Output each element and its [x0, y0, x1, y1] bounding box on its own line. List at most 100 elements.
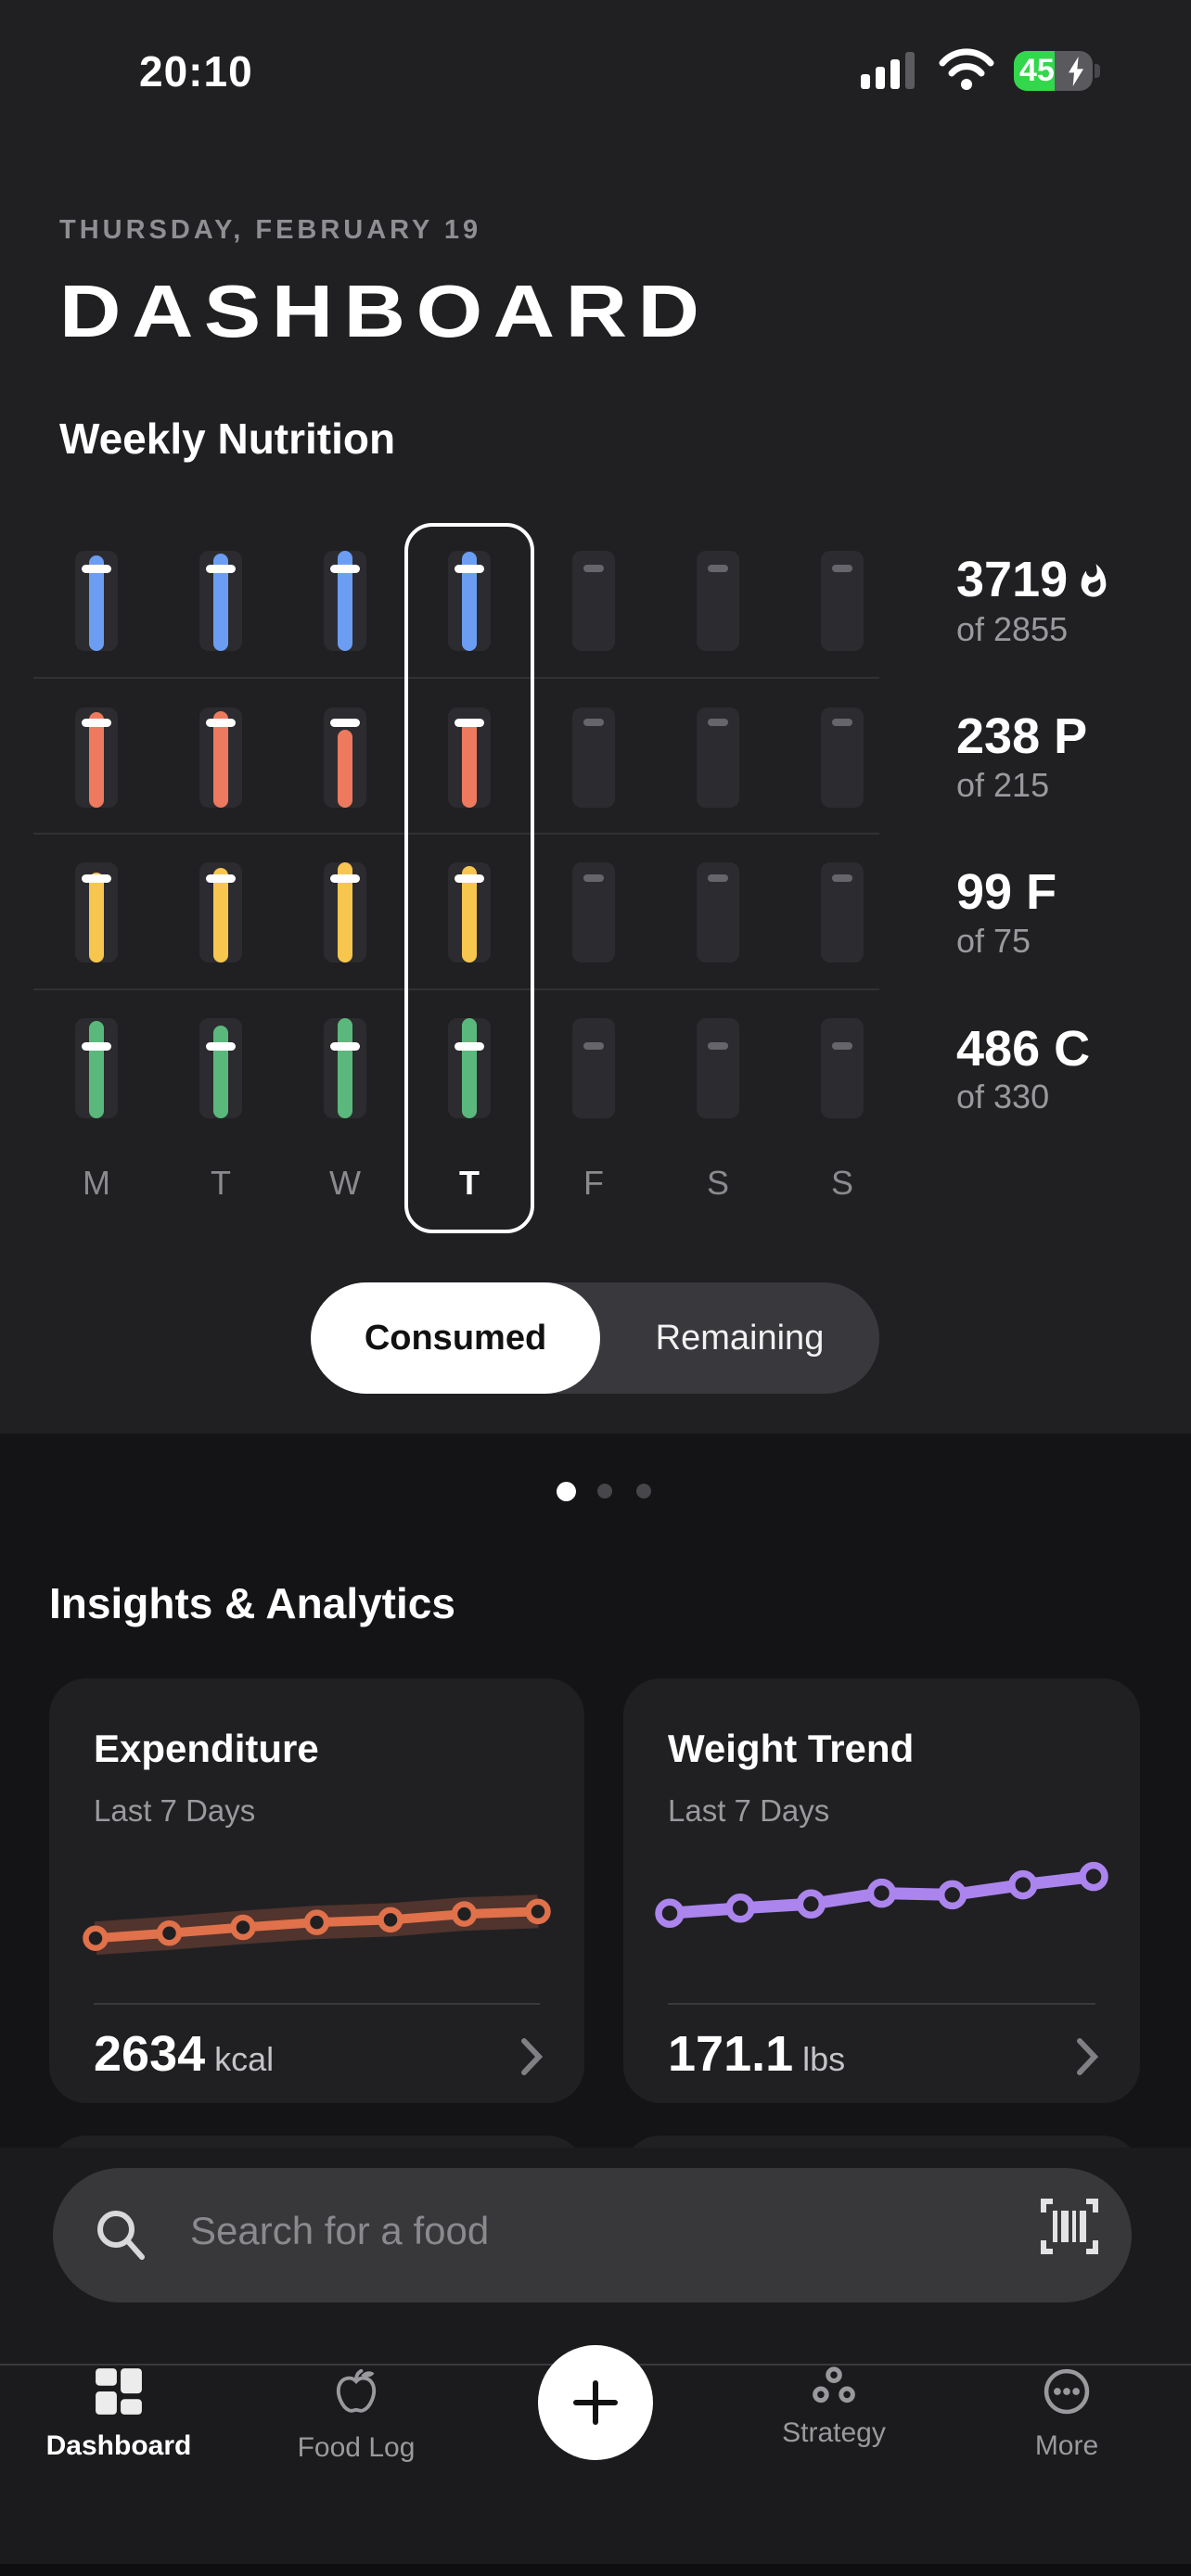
target-marker	[82, 719, 111, 727]
future-target-dash	[583, 874, 604, 882]
protein-target: of 215	[956, 766, 1050, 804]
target-marker	[82, 1042, 111, 1051]
carbs-bar	[89, 1021, 104, 1118]
nav-label: Strategy	[782, 2417, 886, 2448]
target-marker	[330, 1042, 360, 1051]
apple-icon	[263, 2366, 449, 2423]
day-column-carbs-6[interactable]	[821, 1018, 864, 1118]
row-separator	[33, 833, 879, 835]
future-target-dash	[708, 565, 728, 572]
future-target-dash	[708, 874, 728, 882]
future-target-dash	[583, 1042, 604, 1050]
fat-value: 99 F	[956, 864, 1057, 920]
calories-bar	[89, 555, 104, 651]
future-target-dash	[832, 1042, 852, 1050]
day-label-0[interactable]: M	[83, 1164, 110, 1202]
protein-value: 238 P	[956, 708, 1088, 764]
nav-label: Food Log	[297, 2432, 416, 2463]
insights-title: Insights & Analytics	[49, 1579, 455, 1627]
status-time: 20:10	[139, 47, 253, 96]
card-value-unit: lbs	[802, 2040, 846, 2078]
card-divider	[94, 2003, 540, 2005]
chevron-right-icon[interactable]	[519, 2036, 544, 2077]
more-icon	[974, 2366, 1159, 2421]
fat-bar	[213, 868, 228, 963]
calories-bar	[338, 551, 352, 651]
day-label-6[interactable]: S	[830, 1164, 853, 1202]
chevron-right-icon[interactable]	[1075, 2036, 1099, 2077]
day-label-5[interactable]: S	[706, 1164, 729, 1202]
add-food-fab[interactable]	[538, 2345, 653, 2460]
calories-bar	[213, 554, 228, 651]
insight-card-weight-trend[interactable]: Weight Trend Last 7 Days 171.1 lbs	[623, 1678, 1140, 2103]
selected-day-outline	[404, 523, 534, 1233]
future-target-dash	[832, 719, 852, 726]
card-subtitle: Last 7 Days	[94, 1793, 256, 1828]
card-title: Expenditure	[94, 1727, 319, 1770]
page-dot-2[interactable]	[636, 1484, 651, 1498]
page-dot-1[interactable]	[597, 1484, 612, 1498]
plus-icon	[573, 2380, 618, 2425]
barcode-scan-icon[interactable]	[1038, 2198, 1101, 2255]
day-label-1[interactable]: T	[211, 1164, 231, 1202]
toggle-consumed-button[interactable]: Consumed	[311, 1282, 600, 1394]
day-label-3[interactable]: T	[459, 1164, 480, 1202]
day-column-carbs-4[interactable]	[572, 1018, 615, 1118]
grid-icon	[26, 2366, 211, 2421]
insight-card-expenditure[interactable]: Expenditure Last 7 Days 2634 kcal	[49, 1678, 584, 2103]
target-marker	[82, 565, 111, 573]
day-column-carbs-5[interactable]	[697, 1018, 739, 1118]
future-target-dash	[832, 565, 852, 572]
card-divider	[668, 2003, 1095, 2005]
card-title: Weight Trend	[668, 1727, 915, 1770]
strategy-icon	[741, 2366, 927, 2408]
target-marker	[206, 1042, 236, 1051]
target-marker	[455, 1042, 484, 1051]
search-placeholder: Search for a food	[190, 2209, 490, 2252]
fat-bar	[462, 866, 477, 963]
nav-item-dashboard[interactable]: Dashboard	[26, 2366, 211, 2462]
food-search-bar[interactable]	[53, 2168, 1132, 2302]
card-value-unit: kcal	[214, 2040, 275, 2078]
protein-bar	[462, 719, 477, 808]
day-label-2[interactable]: W	[329, 1164, 361, 1202]
target-marker	[330, 874, 360, 883]
fat-target: of 75	[956, 922, 1031, 960]
nav-item-more[interactable]: More	[974, 2366, 1159, 2462]
fat-bar	[338, 862, 352, 963]
card-value: 171.1 lbs	[668, 2026, 846, 2082]
row-separator	[33, 677, 879, 679]
battery-nub	[1095, 64, 1100, 78]
header-date: THURSDAY, FEBRUARY 19	[59, 215, 482, 245]
calories-value: 3719	[956, 551, 1112, 608]
wifi-icon	[939, 48, 994, 90]
nav-item-strategy[interactable]: Strategy	[741, 2366, 927, 2449]
trend-line-chart	[83, 1894, 551, 1956]
nav-label: More	[1034, 2430, 1099, 2461]
target-marker	[206, 874, 236, 883]
day-label-4[interactable]: F	[583, 1164, 604, 1202]
carbs-value: 486 C	[956, 1021, 1091, 1077]
future-target-dash	[832, 874, 852, 882]
carbs-bar	[213, 1026, 228, 1118]
future-target-dash	[708, 719, 728, 726]
card-value: 2634 kcal	[94, 2026, 275, 2082]
fat-bar	[89, 873, 104, 963]
charging-bolt-icon	[1069, 57, 1083, 86]
target-marker	[330, 719, 360, 727]
consumed-remaining-toggle: Consumed Remaining	[311, 1282, 879, 1394]
future-target-dash	[708, 1042, 728, 1050]
card-subtitle: Last 7 Days	[668, 1793, 830, 1828]
home-indicator-area	[0, 2564, 1191, 2576]
protein-bar	[89, 712, 104, 808]
toggle-remaining-button[interactable]: Remaining	[655, 1318, 825, 1358]
target-marker	[330, 565, 360, 573]
nav-item-food-log[interactable]: Food Log	[263, 2366, 449, 2464]
row-separator	[33, 988, 879, 990]
carbs-bar	[338, 1018, 352, 1118]
trend-line-chart	[655, 1861, 1108, 1928]
future-target-dash	[583, 565, 604, 572]
battery-icon: 45	[1014, 51, 1093, 91]
page-dot-0[interactable]	[556, 1481, 576, 1501]
